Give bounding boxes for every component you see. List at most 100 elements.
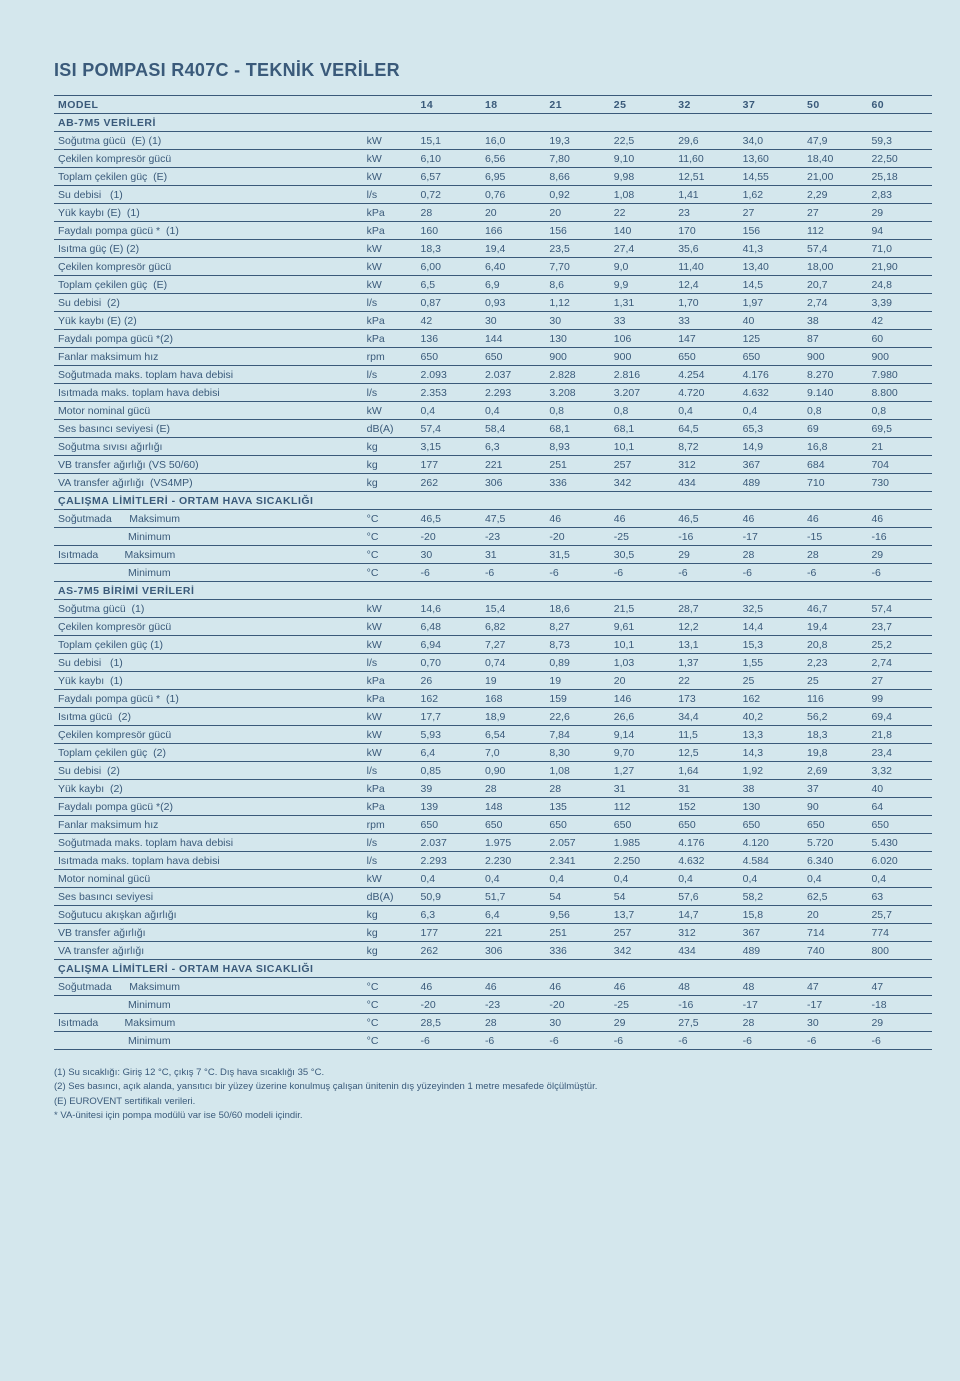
- row-value: 704: [867, 456, 932, 474]
- row-value: 7,70: [545, 258, 609, 276]
- row-value: 29: [674, 546, 738, 564]
- row-value: 6,10: [417, 150, 481, 168]
- row-value: 31: [610, 780, 674, 798]
- row-value: 14,7: [674, 906, 738, 924]
- row-unit: l/s: [363, 294, 417, 312]
- row-value: -23: [481, 996, 545, 1014]
- row-value: 21,90: [867, 258, 932, 276]
- row-label: Soğutmada Maksimum: [54, 978, 363, 996]
- row-value: 650: [481, 816, 545, 834]
- row-value: 2.341: [545, 852, 609, 870]
- row-value: 650: [417, 348, 481, 366]
- row-value: 65,3: [739, 420, 803, 438]
- section-header: ÇALIŞMA LİMİTLERİ - ORTAM HAVA SICAKLIĞI: [54, 492, 363, 510]
- row-value: 31: [674, 780, 738, 798]
- row-value: 6,95: [481, 168, 545, 186]
- row-value: 29: [867, 546, 932, 564]
- row-value: 22: [610, 204, 674, 222]
- row-value: 68,1: [545, 420, 609, 438]
- row-value: 1,31: [610, 294, 674, 312]
- row-label: Fanlar maksimum hız: [54, 816, 363, 834]
- row-value: 2.828: [545, 366, 609, 384]
- row-value: 22,6: [545, 708, 609, 726]
- row-value: 2,74: [803, 294, 867, 312]
- row-unit: kW: [363, 636, 417, 654]
- row-value: 4.720: [674, 384, 738, 402]
- row-value: 6.020: [867, 852, 932, 870]
- row-label: Yük kaybı (E) (2): [54, 312, 363, 330]
- row-value: 16,8: [803, 438, 867, 456]
- row-label: Isıtmada maks. toplam hava debisi: [54, 384, 363, 402]
- row-unit: kPa: [363, 222, 417, 240]
- row-value: 5.720: [803, 834, 867, 852]
- row-unit: °C: [363, 546, 417, 564]
- row-value: 9,98: [610, 168, 674, 186]
- row-value: 12,5: [674, 744, 738, 762]
- row-value: 1,92: [739, 762, 803, 780]
- row-value: 168: [481, 690, 545, 708]
- row-value: 144: [481, 330, 545, 348]
- row-value: 170: [674, 222, 738, 240]
- row-value: 11,60: [674, 150, 738, 168]
- row-unit: kPa: [363, 204, 417, 222]
- row-value: 0,8: [545, 402, 609, 420]
- row-value: 20: [481, 204, 545, 222]
- row-value: 12,51: [674, 168, 738, 186]
- row-value: 0,70: [417, 654, 481, 672]
- row-value: 9,14: [610, 726, 674, 744]
- row-label: Soğutmada maks. toplam hava debisi: [54, 834, 363, 852]
- row-unit: kW: [363, 168, 417, 186]
- row-value: 6,00: [417, 258, 481, 276]
- row-unit: °C: [363, 1014, 417, 1032]
- row-value: 46,7: [803, 600, 867, 618]
- row-value: 26,6: [610, 708, 674, 726]
- row-value: 59,3: [867, 132, 932, 150]
- row-value: 8.800: [867, 384, 932, 402]
- row-value: 40: [867, 780, 932, 798]
- row-value: 14,5: [739, 276, 803, 294]
- row-value: 1,12: [545, 294, 609, 312]
- row-value: 30,5: [610, 546, 674, 564]
- row-value: 221: [481, 456, 545, 474]
- row-label: Isıtma güç (E) (2): [54, 240, 363, 258]
- row-value: 30: [545, 1014, 609, 1032]
- row-value: 6,56: [481, 150, 545, 168]
- row-label: Soğutmada Maksimum: [54, 510, 363, 528]
- row-value: 40: [739, 312, 803, 330]
- row-unit: kW: [363, 744, 417, 762]
- row-value: -18: [867, 996, 932, 1014]
- row-value: 0,4: [739, 402, 803, 420]
- row-unit: kW: [363, 402, 417, 420]
- row-value: -25: [610, 528, 674, 546]
- row-value: 2.353: [417, 384, 481, 402]
- row-value: 15,1: [417, 132, 481, 150]
- row-value: 27,5: [674, 1014, 738, 1032]
- row-value: 125: [739, 330, 803, 348]
- row-value: -16: [674, 996, 738, 1014]
- row-value: 22,50: [867, 150, 932, 168]
- row-value: 30: [545, 312, 609, 330]
- row-value: 16,0: [481, 132, 545, 150]
- row-value: 27,4: [610, 240, 674, 258]
- row-value: 1,37: [674, 654, 738, 672]
- row-value: 0,87: [417, 294, 481, 312]
- row-value: 26: [417, 672, 481, 690]
- row-value: 15,8: [739, 906, 803, 924]
- row-value: 8,72: [674, 438, 738, 456]
- row-value: -6: [417, 564, 481, 582]
- col-header: 50: [803, 96, 867, 114]
- row-label: Soğutmada maks. toplam hava debisi: [54, 366, 363, 384]
- row-value: 4.632: [739, 384, 803, 402]
- row-label: Yük kaybı (E) (1): [54, 204, 363, 222]
- col-header: 14: [417, 96, 481, 114]
- row-value: 650: [674, 816, 738, 834]
- row-label: Su debisi (1): [54, 186, 363, 204]
- row-unit: kPa: [363, 780, 417, 798]
- row-value: 9,9: [610, 276, 674, 294]
- row-value: -17: [803, 996, 867, 1014]
- row-value: 434: [674, 942, 738, 960]
- row-label: Minimum: [54, 1032, 363, 1050]
- row-label: Ses basıncı seviyesi (E): [54, 420, 363, 438]
- row-value: 57,6: [674, 888, 738, 906]
- row-value: 18,6: [545, 600, 609, 618]
